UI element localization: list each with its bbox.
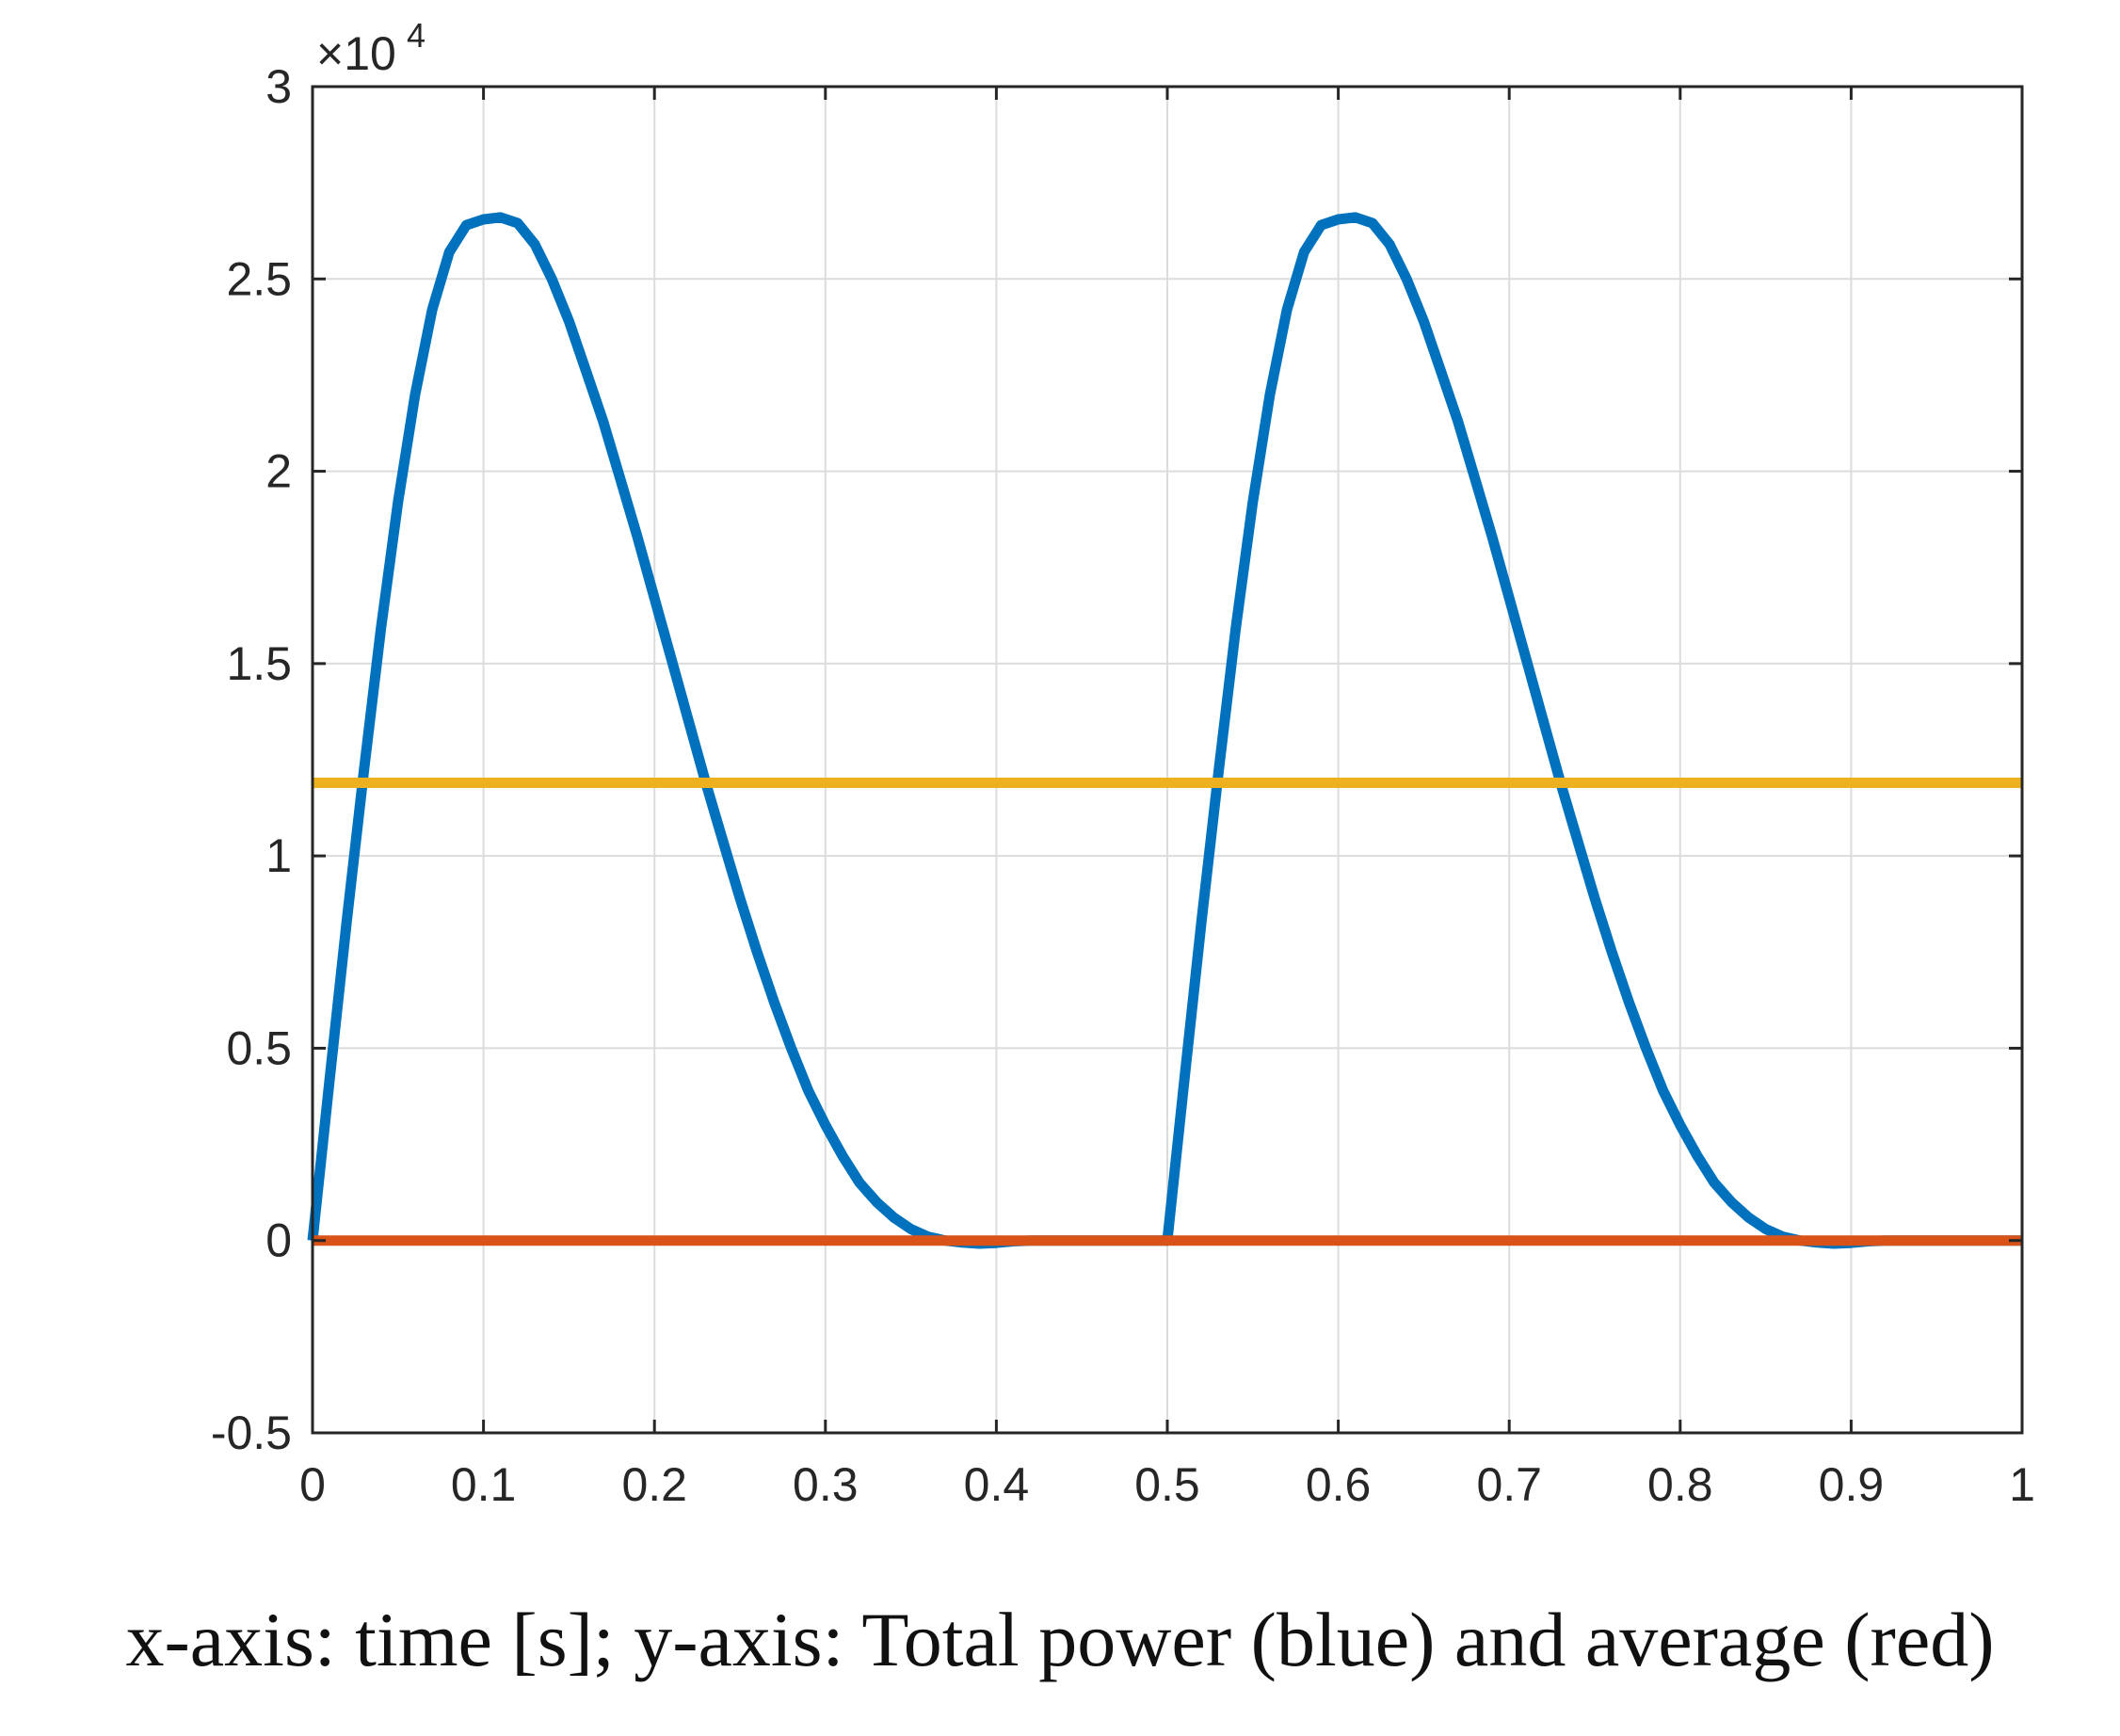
x-tick-label: 0.7 [1476,1458,1542,1511]
y-tick-label: 0 [265,1214,292,1267]
y-tick-label: 1 [265,829,292,882]
x-tick-label: 0.8 [1647,1458,1713,1511]
x-tick-label: 1 [2009,1458,2035,1511]
series-layer [307,212,2022,1249]
y-exponent-power: 4 [407,16,426,55]
y-tick-label: 1.5 [226,637,292,690]
x-tick-label: 0.2 [621,1458,687,1511]
chart-caption: x-axis: time [s]; y-axis: Total power (b… [125,1597,1995,1682]
ticks [311,85,2024,1435]
x-tick-label: 0.9 [1819,1458,1885,1511]
x-tick-label: 0.5 [1134,1458,1200,1511]
y-tick-label: 2 [265,445,292,498]
x-tick-label: 0.3 [793,1458,859,1511]
x-tick-label: 0.4 [964,1458,1030,1511]
x-tick-label: 0 [299,1458,326,1511]
tick-labels: 0 0.1 0.2 0.3 0.4 0.5 0.6 0.7 0.8 0.9 1-0.500.511.… [211,60,2035,1511]
x-tick-label: 0.6 [1306,1458,1372,1511]
y-tick-label: 2.5 [226,252,292,305]
y-tick-label: 3 [265,60,292,113]
y-tick-label: 0.5 [226,1021,292,1074]
x-tick-label: 0.1 [451,1458,517,1511]
y-exponent-base: ×10 [316,27,396,80]
y-tick-label: -0.5 [211,1406,292,1459]
